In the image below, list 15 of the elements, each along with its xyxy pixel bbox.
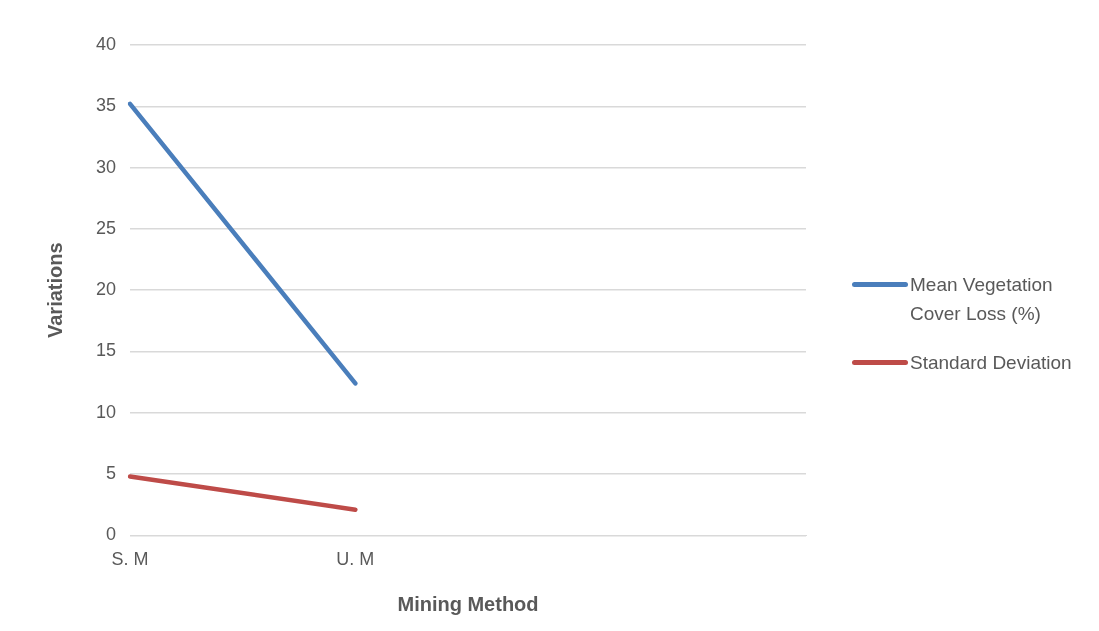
x-tick-label: U. M <box>336 549 375 570</box>
y-tick-label: 30 <box>95 156 117 177</box>
y-tick-label: 35 <box>95 95 117 116</box>
legend-label: Standard Deviation <box>910 351 1073 375</box>
y-tick-label: 10 <box>95 401 117 422</box>
x-axis-title: Mining Method <box>397 592 539 615</box>
y-tick-label: 20 <box>95 279 117 300</box>
y-tick-label: 40 <box>95 33 117 54</box>
y-tick-label: 25 <box>95 217 117 238</box>
x-tick-label: S. M <box>111 549 149 570</box>
legend-label: Mean Vegetation Cover Loss (%) <box>910 273 1054 326</box>
y-tick-label: 5 <box>106 463 117 484</box>
y-axis-title: Variations <box>43 242 66 338</box>
y-tick-label: 0 <box>106 524 117 545</box>
y-tick-label: 15 <box>95 340 117 361</box>
